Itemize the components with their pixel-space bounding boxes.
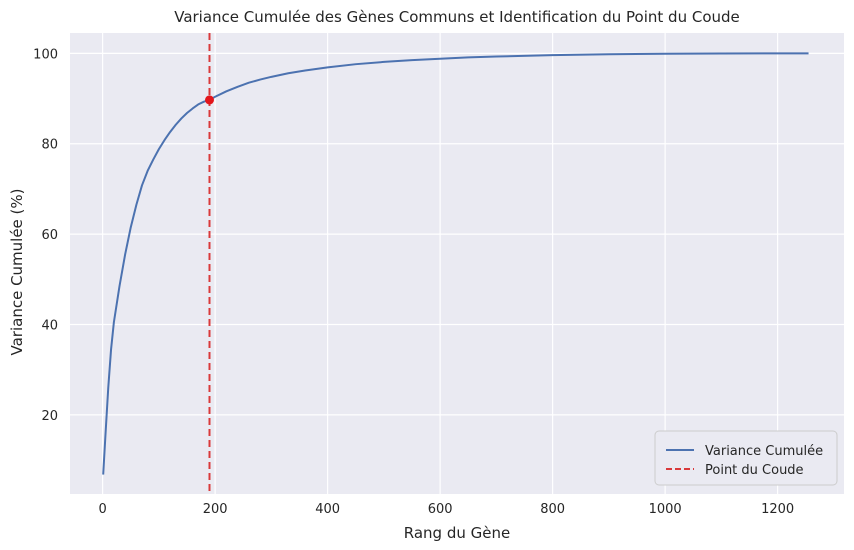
elbow-point-marker — [205, 95, 214, 105]
y-tick-label-20: 20 — [41, 409, 58, 424]
x-tick-label-1000: 1000 — [649, 502, 682, 517]
y-axis-label: Variance Cumulée (%) — [8, 188, 26, 355]
x-tick-label-1200: 1200 — [761, 502, 794, 517]
legend-label-elbow: Point du Coude — [705, 463, 804, 478]
x-tick-label-0: 0 — [98, 502, 106, 517]
x-tick-label-800: 800 — [540, 502, 565, 517]
legend-box — [654, 430, 838, 486]
plot-background — [70, 33, 844, 494]
grid — [70, 33, 844, 494]
series-layer — [102, 33, 809, 494]
y-tick-label-80: 80 — [41, 138, 58, 153]
legend: Variance Cumulée Point du Coude — [654, 430, 838, 486]
x-tick-label-400: 400 — [315, 502, 340, 517]
x-axis-label: Rang du Gène — [404, 524, 510, 542]
y-tick-labels: 20 40 60 80 100 — [33, 47, 58, 424]
x-tick-label-200: 200 — [203, 502, 228, 517]
legend-label-variance: Variance Cumulée — [705, 444, 823, 459]
y-tick-label-100: 100 — [33, 47, 58, 62]
y-tick-label-40: 40 — [41, 319, 58, 334]
chart-title: Variance Cumulée des Gènes Communs et Id… — [174, 8, 740, 26]
x-tick-label-600: 600 — [428, 502, 453, 517]
x-tick-labels: 0 200 400 600 800 1000 1200 — [98, 502, 794, 517]
y-tick-label-60: 60 — [41, 228, 58, 243]
